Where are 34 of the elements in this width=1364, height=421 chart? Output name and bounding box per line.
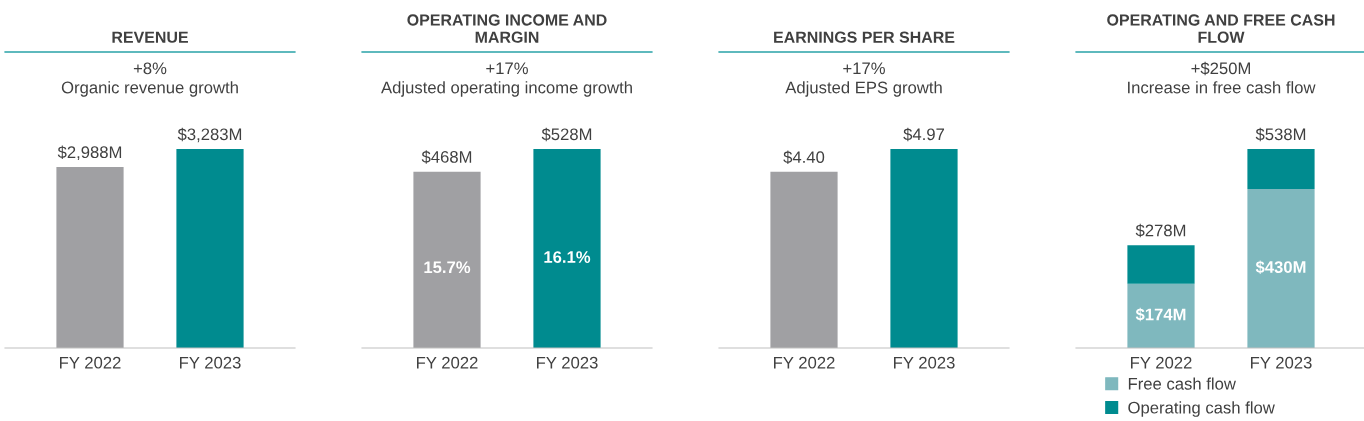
x-tick-label: FY 2022 — [417, 356, 478, 369]
data-label: $430M — [1255, 260, 1306, 275]
x-tick-label: FY 2023 — [537, 356, 598, 369]
data-label: $3,283M — [177, 127, 242, 143]
legend-label: Operating cash flow — [1128, 401, 1275, 417]
chart-title: REVENUE — [112, 31, 188, 43]
data-label: $4.40 — [783, 150, 825, 165]
chart-title: OPERATING AND FREE CASH FLOW — [1107, 14, 1335, 43]
bar — [1247, 149, 1315, 189]
bar — [1247, 188, 1315, 348]
data-label: $2,988M — [57, 145, 122, 161]
x-tick-label: FY 2023 — [1251, 356, 1312, 369]
chart-subtitle: +17% Adjusted EPS growth — [785, 62, 942, 97]
x-tick-label: FY 2023 — [180, 356, 241, 369]
bar — [1127, 283, 1195, 348]
data-label: $174M — [1135, 307, 1186, 322]
chart-title: EARNINGS PER SHARE — [774, 31, 955, 43]
x-tick-label: FY 2022 — [60, 356, 121, 369]
bar — [1127, 245, 1195, 284]
data-label: $4.97 — [903, 127, 945, 142]
total-label: $538M — [1255, 127, 1306, 142]
annotation: 15.7% — [424, 261, 471, 274]
data-label: $468M — [421, 150, 472, 164]
chart-title: OPERATING INCOME AND MARGIN — [407, 14, 607, 43]
chart-subtitle: +$250M Increase in free cash flow — [1128, 61, 1316, 94]
x-tick-label: FY 2022 — [1131, 356, 1192, 369]
chart-subtitle: +8% Organic revenue growth — [61, 62, 238, 97]
data-label: $528M — [541, 127, 592, 142]
x-tick-label: FY 2022 — [774, 356, 835, 369]
legend-label: Free cash flow — [1128, 377, 1236, 390]
x-tick-label: FY 2023 — [894, 356, 955, 369]
total-label: $278M — [1135, 223, 1186, 238]
annotation: 16.1% — [544, 251, 591, 263]
chart-subtitle: +17% Adjusted operating income growth — [381, 62, 632, 97]
